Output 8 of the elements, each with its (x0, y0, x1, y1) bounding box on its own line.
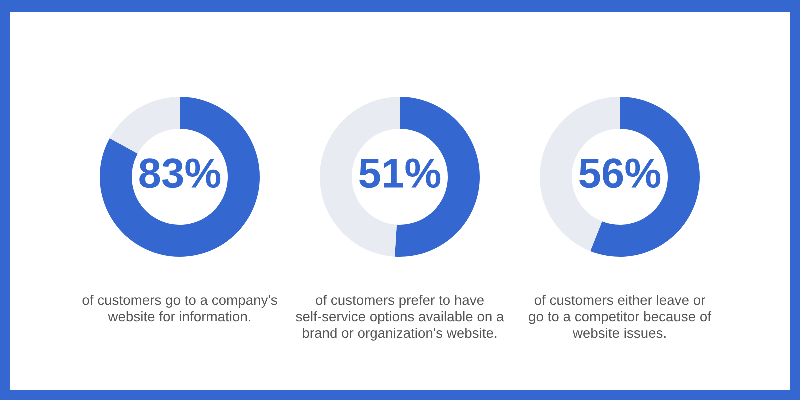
data-label: 83% (140, 158, 221, 188)
donut-slice (100, 97, 260, 257)
data-label: 56% (580, 158, 661, 188)
donut-slice (110, 97, 180, 154)
text: of customers either leave or go to a competitor because of website issues. (529, 295, 712, 338)
data-label: 51% (360, 158, 441, 188)
text: of customers prefer to have self-service options available on a brand or organization's website. (296, 295, 504, 341)
text: of customers go to a company's website for information. (82, 295, 278, 322)
